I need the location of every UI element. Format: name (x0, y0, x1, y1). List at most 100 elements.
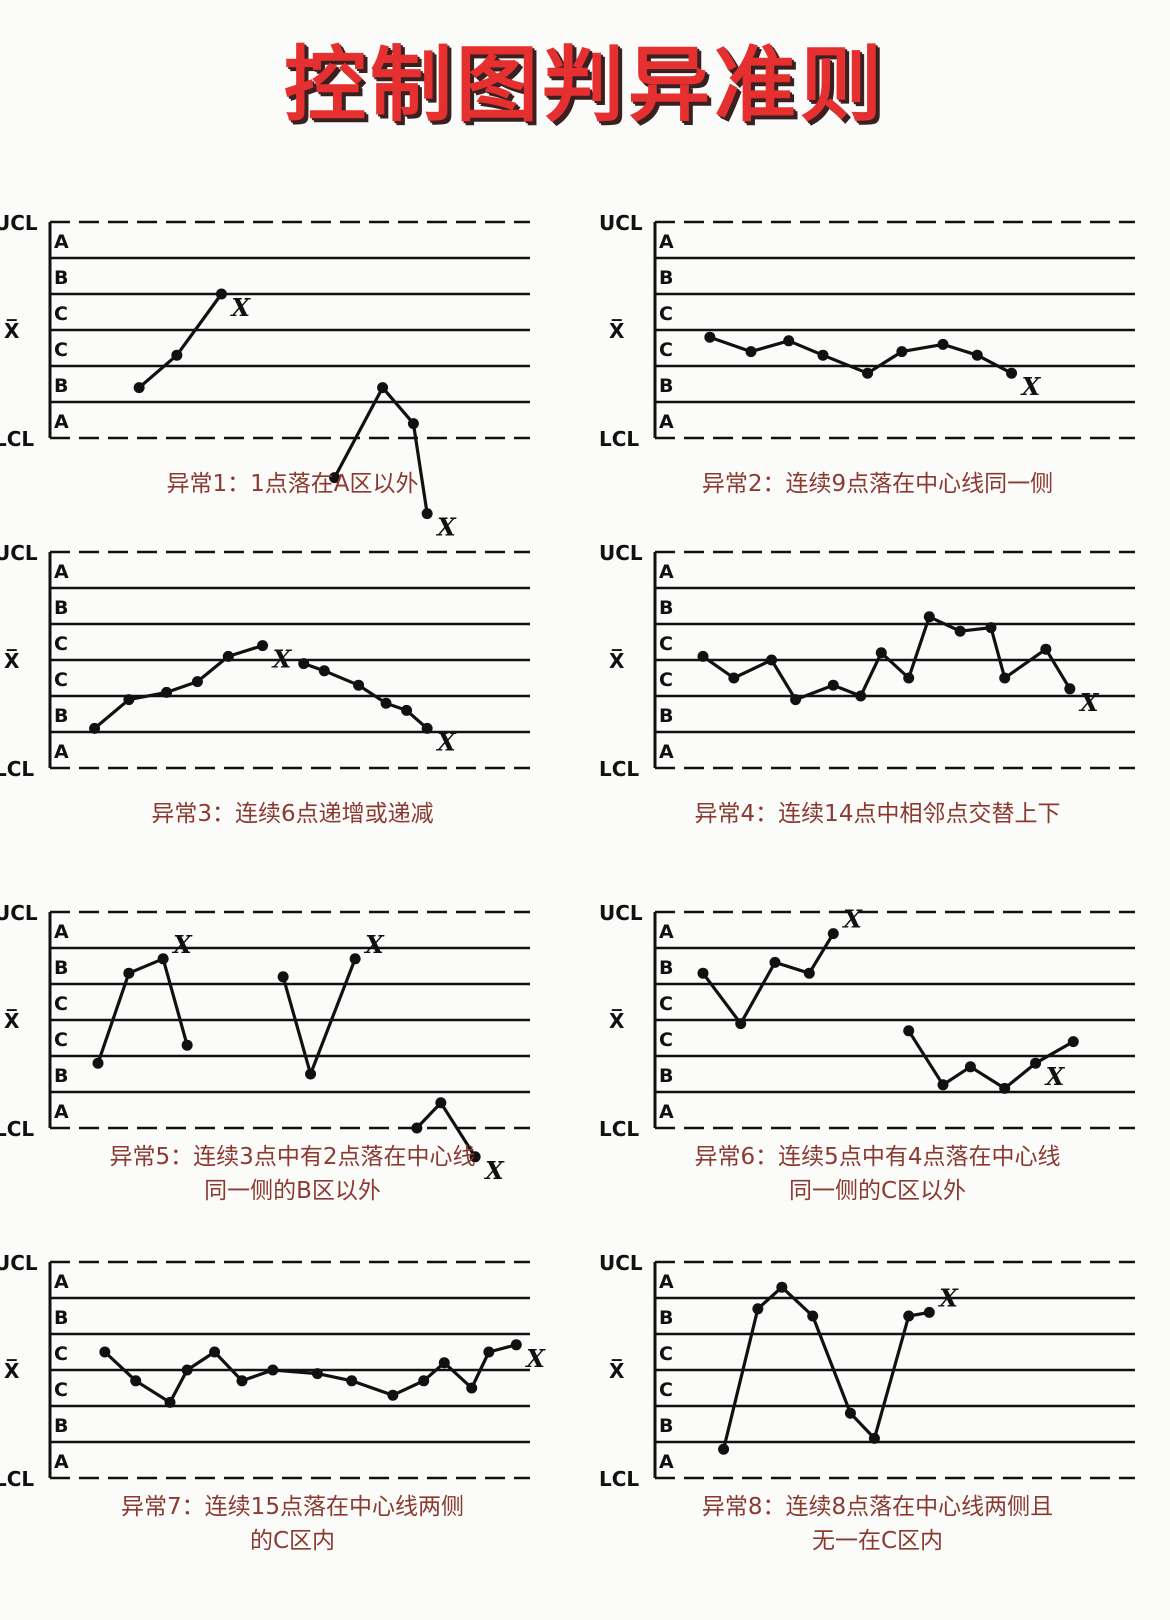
data-point (855, 690, 867, 702)
caption-line: 同一侧的B区以外 (204, 1178, 381, 1204)
series-line (702, 615, 1072, 702)
caption-line: 异常4：连续14点中相邻点交替上下 (694, 801, 1061, 827)
chart-caption: 异常2：连续9点落在中心线同一侧 (585, 467, 1170, 501)
data-point (123, 694, 135, 706)
zone-label: C (54, 633, 68, 655)
zone-label: B (659, 267, 673, 289)
zone-label: B (54, 705, 68, 727)
data-point (257, 640, 269, 652)
chart-caption: 异常8：连续8点落在中心线两侧且 无一在C区内 (585, 1490, 1170, 1558)
zone-label: C (659, 1029, 673, 1051)
data-point (191, 676, 203, 688)
control-chart-3: A B C C B A UCL X̅ LCL X X 异常3：连续6点递增或递减 (0, 540, 585, 910)
data-point (999, 672, 1011, 684)
data-point (728, 672, 740, 684)
zone-label: C (659, 993, 673, 1015)
data-point (964, 1061, 976, 1073)
zone-label: A (54, 921, 69, 943)
data-point (985, 622, 997, 634)
ucl-label: UCL (599, 901, 643, 925)
center-label: X̅ (4, 1359, 20, 1383)
data-point (181, 1364, 193, 1376)
data-point (466, 1382, 478, 1394)
caption-line: 异常5：连续3点中有2点落在中心线 (109, 1144, 476, 1170)
ucl-label: UCL (599, 541, 643, 565)
zone-label: A (659, 411, 674, 433)
data-point (421, 508, 433, 520)
zone-label: A (54, 1451, 69, 1473)
caption-line: 异常2：连续9点落在中心线同一侧 (701, 471, 1054, 497)
center-label: X̅ (609, 319, 625, 343)
data-point (752, 1303, 764, 1315)
lcl-label: LCL (0, 757, 34, 781)
ucl-label: UCL (599, 1251, 643, 1275)
caption-line: 无一在C区内 (811, 1528, 944, 1554)
data-point (171, 349, 183, 361)
caption-line: 异常8：连续8点落在中心线两侧且 (701, 1494, 1054, 1520)
data-point (1067, 1036, 1079, 1048)
zone-label: B (659, 957, 673, 979)
ucl-label: UCL (0, 541, 38, 565)
data-point (923, 611, 935, 623)
data-point (954, 625, 966, 637)
data-point (903, 1310, 915, 1322)
zone-label: B (659, 375, 673, 397)
zone-label: C (54, 1379, 68, 1401)
data-point (133, 382, 145, 394)
chart-caption: 异常6：连续5点中有4点落在中心线 同一侧的C区以外 (585, 1140, 1170, 1208)
data-point (875, 647, 887, 659)
data-point (209, 1346, 221, 1358)
data-point (318, 665, 330, 677)
data-point (215, 288, 227, 300)
data-point (236, 1375, 248, 1387)
data-point (783, 335, 795, 347)
data-point (735, 1018, 747, 1030)
data-point (903, 672, 915, 684)
zone-label: A (659, 1271, 674, 1293)
control-chart-2: A B C C B A UCL X̅ LCL X 异常2：连续9点落在中心线同一侧 (585, 210, 1170, 580)
series-line (907, 1029, 1075, 1090)
control-chart-6: A B C C B A UCL X̅ LCL X X 异常6：连续5点中有4点落在中心线 同一侧的C区以… (585, 900, 1170, 1270)
zone-label: B (659, 705, 673, 727)
ucl-label: UCL (0, 901, 38, 925)
zone-label: A (54, 741, 69, 763)
data-point (769, 956, 781, 968)
zone-label: C (659, 303, 673, 325)
zone-label: C (54, 993, 68, 1015)
data-point (438, 1357, 450, 1369)
caption-line: 异常3：连续6点递增或递减 (151, 801, 434, 827)
anomaly-mark: X (841, 905, 863, 934)
lcl-label: LCL (0, 1117, 34, 1141)
chart-caption: 异常3：连续6点递增或递减 (0, 797, 585, 831)
data-point (401, 704, 413, 716)
data-point (407, 418, 419, 430)
data-point (99, 1346, 111, 1358)
control-chart-4: A B C C B A UCL X̅ LCL X 异常4：连续14点中相邻点交替上下 (585, 540, 1170, 910)
data-point (844, 1407, 856, 1419)
data-point (807, 1310, 819, 1322)
zone-label: B (54, 1415, 68, 1437)
chart-caption: 异常5：连续3点中有2点落在中心线 同一侧的B区以外 (0, 1140, 585, 1208)
data-point (305, 1068, 317, 1080)
data-point (483, 1346, 495, 1358)
lcl-label: LCL (0, 1467, 34, 1491)
zone-label: A (54, 1101, 69, 1123)
data-point (469, 1151, 481, 1163)
zone-label: A (659, 1451, 674, 1473)
data-point (923, 1306, 935, 1318)
caption-line: 异常7：连续15点落在中心线两侧 (121, 1494, 464, 1520)
zone-label: A (54, 411, 69, 433)
zone-label: C (54, 669, 68, 691)
lcl-label: LCL (599, 427, 639, 451)
zone-label: B (659, 1415, 673, 1437)
data-point (510, 1339, 522, 1351)
data-point (353, 679, 365, 691)
data-point (277, 971, 289, 983)
data-point (311, 1368, 323, 1380)
lcl-label: LCL (599, 1467, 639, 1491)
zone-label: A (659, 1101, 674, 1123)
zone-label: B (54, 1065, 68, 1087)
